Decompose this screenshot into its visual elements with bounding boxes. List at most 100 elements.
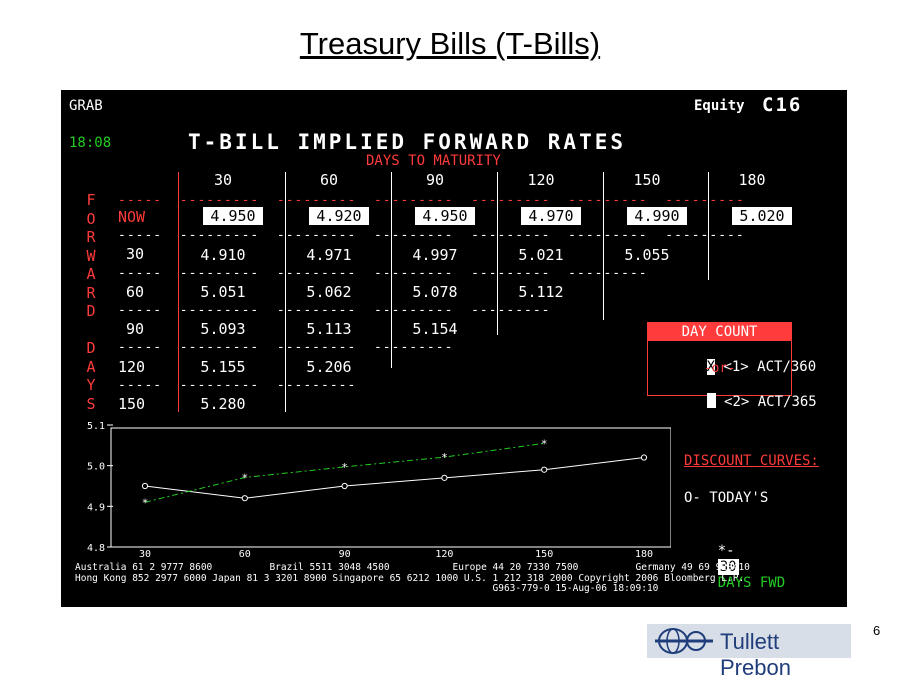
- forward-rate-cell: 5.206: [306, 358, 352, 376]
- day-count-box: DAY COUNT X <1> ACT/360 -or- <2> ACT/365: [647, 322, 817, 410]
- day-count-title: DAY COUNT: [648, 323, 791, 341]
- x-tick-label: 30: [139, 549, 151, 560]
- globe-icon: [655, 628, 713, 654]
- day-count-or: -or-: [703, 361, 736, 376]
- current-rate-cell[interactable]: 4.950: [415, 207, 475, 225]
- footer-line: G963-779-0 15-Aug-06 18:09:10: [75, 583, 659, 594]
- day-count-option-365[interactable]: <2> ACT/365: [656, 377, 817, 426]
- table-column-divider: [708, 172, 709, 280]
- x-tick-label: 90: [339, 549, 351, 560]
- table-column-divider: [285, 172, 286, 412]
- forward-curve-point: *: [341, 461, 348, 474]
- todays-curve-point: [541, 466, 548, 473]
- row-separator: ----- --------- --------- --------- ----…: [118, 303, 551, 318]
- row-label: 30: [126, 245, 145, 263]
- forward-curve-marker: *-: [717, 543, 735, 559]
- forward-rate-cell: 5.062: [306, 283, 352, 301]
- column-header: 150: [633, 171, 661, 189]
- current-rate-cell[interactable]: 4.950: [203, 207, 263, 225]
- forward-rate-cell: 5.051: [200, 283, 246, 301]
- row-label-now: NOW: [118, 208, 146, 226]
- forward-rate-cell: 4.971: [306, 246, 352, 264]
- forward-rate-cell: 5.055: [624, 246, 670, 264]
- row-separator: ----- --------- --------- --------- ----…: [118, 228, 745, 243]
- x-tick-label: 150: [535, 549, 553, 560]
- table-column-divider: [603, 172, 604, 320]
- row-label: 90: [126, 320, 145, 338]
- current-rate-cell[interactable]: 5.020: [732, 207, 792, 225]
- todays-curve-point: [341, 482, 348, 490]
- current-rate-cell[interactable]: 4.920: [309, 207, 369, 225]
- page-number: 6: [873, 623, 881, 638]
- forward-rate-cell: 5.155: [200, 358, 246, 376]
- row-label: 150: [118, 395, 146, 413]
- forward-rate-cell: 4.910: [200, 246, 246, 264]
- y-tick-label: 4.9: [87, 502, 105, 513]
- equity-label: Equity: [694, 98, 745, 114]
- table-column-divider: [391, 172, 392, 368]
- bloomberg-terminal: GRAB 18:08 Equity C16 T-BILL IMPLIED FOR…: [61, 90, 847, 607]
- clock: 18:08: [69, 135, 112, 151]
- forward-rate-cell: 5.021: [518, 246, 564, 264]
- forward-rate-cell: 5.280: [200, 395, 246, 413]
- slide-title: Treasury Bills (T-Bills): [299, 26, 601, 61]
- column-header: 30: [213, 171, 233, 189]
- forward-days-input[interactable]: 30: [717, 559, 739, 575]
- row-separator: ----- --------- --------- --------- ----…: [118, 266, 648, 281]
- option-checkbox[interactable]: [706, 393, 716, 408]
- forward-days-label: DAYS FWD: [717, 575, 786, 591]
- forward-rate-cell: 5.113: [306, 320, 352, 338]
- row-label: 120: [118, 358, 146, 376]
- todays-curve-legend: O- TODAY'S: [684, 490, 769, 506]
- footer-line: Hong Kong 852 2977 6000 Japan 81 3 3201 …: [75, 572, 745, 584]
- y-tick-label: 5.0: [87, 462, 105, 473]
- forward-rate-cell: 5.154: [412, 320, 458, 338]
- current-rate-cell[interactable]: 4.970: [521, 207, 581, 225]
- current-rate-cell[interactable]: 4.990: [627, 207, 687, 225]
- footer-line: Australia 61 2 9777 8600 Brazil 5511 304…: [75, 562, 750, 573]
- forward-curve-point: *: [142, 496, 149, 509]
- row-separator: ----- --------- --------- ---------: [118, 340, 454, 355]
- discount-curve-chart: 5.1 5.0 4.9 4.8 30 60 90 120 150 180 * * * * *: [87, 421, 671, 560]
- forward-curve-line: [144, 442, 545, 503]
- row-separator: ----- --------- ---------: [118, 378, 357, 393]
- y-tick-label: 4.8: [87, 543, 105, 554]
- table-row-label-divider: [178, 172, 179, 412]
- equity-code: C16: [762, 94, 803, 116]
- y-tick-label: 5.1: [87, 421, 105, 432]
- todays-curve-point: [441, 474, 448, 481]
- discount-curves-title: DISCOUNT CURVES:: [684, 453, 819, 469]
- row-label: 60: [126, 283, 145, 301]
- company-logo: Tullett Prebon: [647, 624, 851, 680]
- screen-heading: T-BILL IMPLIED FORWARD RATES: [188, 130, 627, 154]
- row-separator: ----- --------- --------- --------- ----…: [118, 193, 745, 208]
- column-header: 90: [425, 171, 445, 189]
- logo-text: Tullett Prebon: [720, 629, 791, 680]
- forward-curve-legend: *- 30 DAYS FWD: [684, 527, 785, 607]
- forward-curve-point: *: [541, 437, 548, 450]
- x-tick-label: 60: [239, 549, 251, 560]
- forward-rate-cell: 5.112: [518, 283, 564, 301]
- x-tick-label: 180: [635, 549, 653, 560]
- table-column-divider: [497, 172, 498, 335]
- forward-rate-cell: 5.093: [200, 320, 246, 338]
- column-header: 180: [738, 171, 766, 189]
- column-header: 60: [319, 171, 339, 189]
- option-label: <2> ACT/365: [724, 394, 817, 410]
- todays-curve-line: [144, 457, 645, 499]
- option-checkbox-checked[interactable]: X: [706, 359, 716, 375]
- days-to-maturity-label: DAYS TO MATURITY: [366, 153, 501, 169]
- forward-rate-cell: 5.078: [412, 283, 458, 301]
- forward-curve-point: *: [441, 451, 448, 464]
- day-count-option-360[interactable]: X <1> ACT/360: [656, 343, 816, 391]
- grab-label: GRAB: [69, 98, 103, 114]
- todays-curve-point: [141, 482, 149, 490]
- todays-curve-point: [640, 454, 648, 461]
- forward-curve-point: *: [241, 471, 248, 484]
- chart-frame: [110, 427, 671, 548]
- option-label: <1> ACT/360: [723, 359, 817, 375]
- terminal-footer: Australia 61 2 9777 8600 Brazil 5511 304…: [75, 562, 750, 595]
- todays-curve-point: [241, 495, 248, 502]
